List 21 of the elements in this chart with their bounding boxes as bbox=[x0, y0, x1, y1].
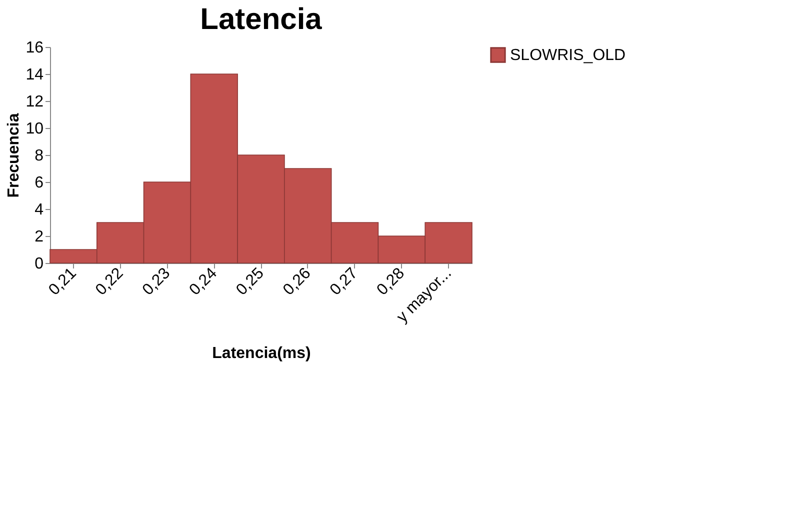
x-tick-label: 0,27 bbox=[327, 264, 362, 299]
x-tick-label: 0,26 bbox=[280, 264, 314, 299]
y-tick-label: 16 bbox=[26, 40, 44, 56]
y-tick-label: 4 bbox=[34, 202, 44, 218]
x-tick-label: 0,25 bbox=[233, 264, 268, 299]
y-axis-title: Frecuencia bbox=[6, 113, 23, 198]
chart-title: Latencia bbox=[200, 3, 322, 36]
y-tick-label: 14 bbox=[26, 66, 44, 84]
legend-label: SLOWRIS_OLD bbox=[510, 47, 626, 64]
x-tick-label: 0,23 bbox=[140, 264, 174, 299]
y-tick-label: 10 bbox=[26, 120, 44, 138]
y-tick-label: 2 bbox=[34, 228, 44, 246]
x-tick-label: 0,24 bbox=[186, 264, 221, 299]
x-tick-label: 0,22 bbox=[92, 264, 127, 299]
x-tick-label: 0,28 bbox=[374, 264, 408, 299]
x-axis-title: Latencia(ms) bbox=[212, 345, 311, 362]
y-tick-label: 12 bbox=[26, 94, 44, 110]
y-tick-label: 0 bbox=[34, 256, 44, 272]
x-tick-label: 0,21 bbox=[46, 264, 80, 299]
y-tick-label: 8 bbox=[34, 148, 44, 164]
y-tick-label: 6 bbox=[34, 174, 44, 192]
